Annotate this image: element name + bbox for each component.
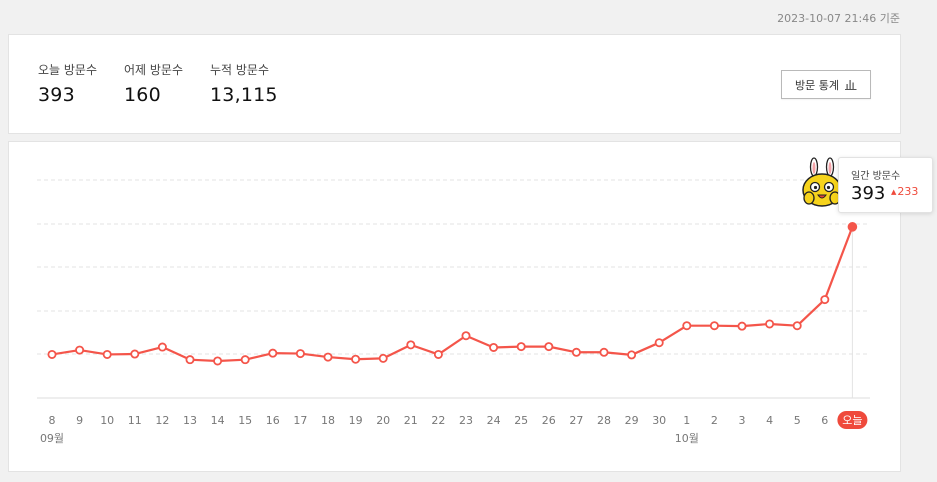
data-point [599,347,609,357]
visit-stats-button[interactable]: 방문 통계 [781,70,871,99]
data-point [323,352,333,362]
today-badge [837,411,868,429]
x-tick-label: 12 [155,414,169,427]
up-triangle-icon: ▲ [891,188,897,196]
data-point [571,347,581,357]
data-point [516,342,526,352]
today-visits: 오늘 방문수 393 [38,61,97,106]
x-tick-label: 2 [711,414,718,427]
data-point [765,319,775,329]
x-tick-label: 11 [128,414,142,427]
month-label: 09월 [40,432,64,445]
yesterday-visits-label: 어제 방문수 [124,63,184,77]
daily-visits-chart-panel [8,141,901,472]
x-tick-label: 20 [376,414,390,427]
yesterday-visits-value: 160 [124,84,161,106]
x-tick-label: 8 [49,414,56,427]
today-visits-label: 오늘 방문수 [38,63,98,77]
tooltip-value: 393 [851,183,886,204]
bar-chart-icon [844,80,857,90]
visitor-stats-panel: 오늘 방문수 393 어제 방문수 160 누적 방문수 13,115 방문 통… [8,34,901,134]
x-tick-label: 16 [266,414,280,427]
x-tick-label: 5 [794,414,801,427]
data-point [682,321,692,331]
x-tick-label: 1 [683,414,690,427]
data-point [213,356,223,366]
x-tick-label: 21 [404,414,418,427]
x-tick-label: 19 [349,414,363,427]
data-point [185,355,195,365]
visit-stats-button-label: 방문 통계 [795,78,839,92]
x-tick-label: 27 [569,414,583,427]
data-point [102,349,112,359]
x-tick-label: 18 [321,414,335,427]
x-tick-label-today: 오늘 [842,414,862,427]
data-point [351,354,361,364]
tooltip-label: 일간 방문수 [851,171,901,182]
data-point [461,331,471,341]
x-tick-label: 13 [183,414,197,427]
data-point [737,321,747,331]
data-point [709,321,719,331]
daily-visits-tooltip: 일간 방문수 393 ▲233 [838,157,933,213]
today-visits-value: 393 [38,84,75,106]
total-visits: 누적 방문수 13,115 [210,61,278,106]
x-tick-label: 24 [487,414,501,427]
yesterday-visits: 어제 방문수 160 [124,61,183,106]
data-point [654,338,664,348]
x-tick-label: 25 [514,414,528,427]
tooltip-delta: ▲233 [891,185,918,198]
data-point [433,349,443,359]
x-tick-label: 9 [76,414,83,427]
x-tick-label: 15 [238,414,252,427]
month-label: 10월 [675,432,699,445]
tooltip-delta-value: 233 [897,185,919,198]
data-point [627,350,637,360]
x-tick-label: 17 [293,414,307,427]
x-tick-label: 4 [766,414,773,427]
data-point [157,342,167,352]
data-point [130,349,140,359]
data-point [820,295,830,305]
total-visits-label: 누적 방문수 [210,63,270,77]
x-tick-label: 26 [542,414,556,427]
x-tick-label: 10 [100,414,114,427]
x-tick-label: 22 [431,414,445,427]
total-visits-value: 13,115 [210,84,278,106]
x-tick-label: 14 [211,414,225,427]
updated-timestamp: 2023-10-07 21:46 기준 [777,12,900,25]
x-tick-label: 28 [597,414,611,427]
x-tick-label: 6 [821,414,828,427]
data-point [544,342,554,352]
data-point [47,349,57,359]
x-tick-label: 29 [625,414,639,427]
data-point [268,348,278,358]
data-point-today [847,222,858,232]
data-point [406,340,416,350]
data-point [378,353,388,363]
x-tick-label: 23 [459,414,473,427]
x-tick-label: 30 [652,414,666,427]
data-point [295,349,305,359]
series-line [51,226,854,363]
x-tick-label: 3 [739,414,746,427]
data-point [489,342,499,352]
data-point [75,345,85,355]
data-point [792,321,802,331]
data-point [240,355,250,365]
